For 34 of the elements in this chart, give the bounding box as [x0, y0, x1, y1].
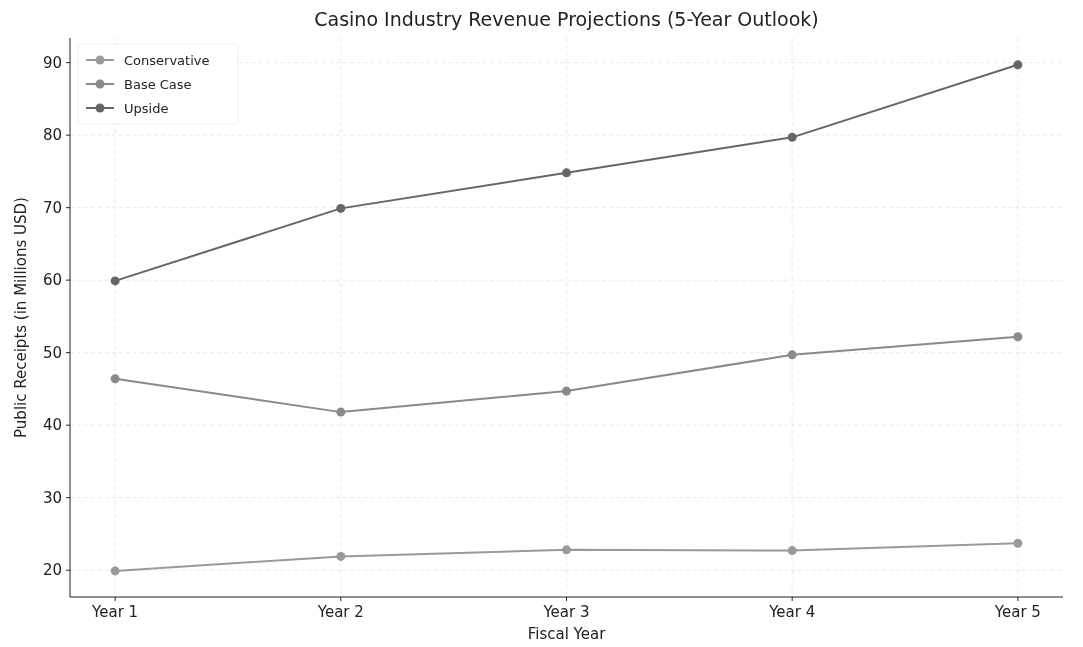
point — [110, 374, 120, 384]
y-tick-label: 50 — [42, 343, 62, 362]
point — [1013, 60, 1023, 70]
point — [787, 350, 797, 360]
x-tick-label: Year 4 — [768, 603, 816, 621]
point — [562, 386, 571, 396]
point — [787, 546, 797, 556]
x-tick-label: Year 3 — [542, 603, 590, 621]
y-tick-label: 80 — [42, 126, 62, 145]
x-tick-label: Year 2 — [316, 603, 364, 621]
legend-label: Conservative — [124, 52, 210, 68]
chart-title: Casino Industry Revenue Projections (5-Year Outlook) — [314, 8, 819, 30]
y-tick-label: 20 — [42, 561, 62, 580]
legend-label: Upside — [124, 100, 169, 116]
point — [336, 407, 346, 417]
point — [1013, 332, 1023, 342]
point — [336, 551, 346, 561]
point — [336, 203, 346, 213]
y-tick-label: 90 — [42, 53, 62, 72]
y-tick-label: 30 — [42, 488, 62, 507]
y-tick-label: 70 — [42, 198, 62, 217]
point — [562, 168, 571, 178]
y-tick-label: 60 — [42, 271, 62, 290]
x-axis-title: Fiscal Year — [527, 625, 607, 643]
point — [110, 566, 120, 576]
point — [1013, 538, 1023, 548]
x-tick-label: Year 1 — [91, 603, 139, 621]
y-axis-title: Public Receipts (in Millions USD) — [12, 197, 30, 438]
y-tick-label: 40 — [42, 416, 62, 435]
point — [787, 132, 797, 142]
x-tick-label: Year 5 — [993, 603, 1041, 621]
legend-label: Base Case — [124, 76, 192, 92]
point — [562, 545, 571, 555]
point — [110, 276, 120, 286]
